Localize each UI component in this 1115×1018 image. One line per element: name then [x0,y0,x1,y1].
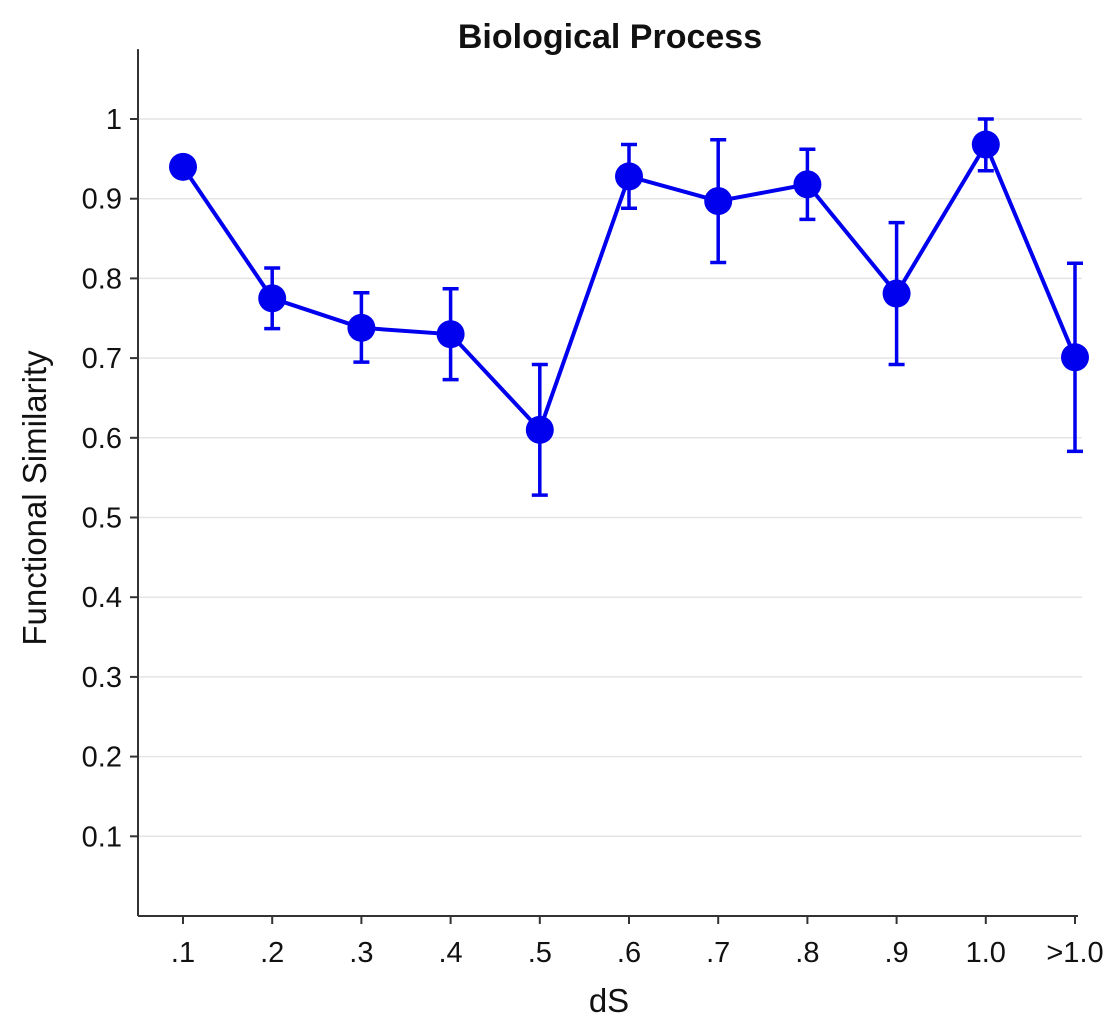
y-tick-label: 0.7 [82,343,122,375]
data-point [169,152,197,181]
y-tick-label: 0.3 [82,662,122,694]
x-tick-label: .2 [260,937,284,969]
data-point [971,130,1000,159]
y-tick-label: 1 [106,104,122,136]
y-tick-label: 0.5 [82,503,122,535]
x-tick-label: .8 [795,937,819,969]
y-tick-label: 0.6 [82,423,122,455]
x-tick-label: .4 [439,937,463,969]
axes [137,49,1078,917]
y-tick-label: 0.4 [82,582,122,614]
x-tick-label: .5 [528,937,552,969]
data-point [525,415,554,444]
x-tick-labels: .1 .2 .3 .4 .5 .6 .7 .8 .9 1.0 >1.0 [171,916,1104,969]
y-tick-label: 0.1 [82,821,122,853]
data-point [793,170,822,199]
gridlines [138,118,1082,838]
data-point [615,162,643,191]
data-point [704,187,733,216]
y-tick-label: 0.2 [82,742,122,774]
data-point [347,313,376,342]
data-point [436,320,465,349]
x-tick-label: .7 [706,937,730,969]
y-tick-labels: 0.1 0.2 0.3 0.4 0.5 0.6 0.7 0.8 0.9 1 [82,104,138,853]
data-point [882,279,911,308]
x-tick-label: .1 [171,937,195,969]
x-axis-label: dS [589,982,629,1018]
x-tick-label: .6 [617,937,641,969]
y-tick-label: 0.8 [82,263,122,295]
data-series [169,117,1089,497]
x-tick-label: .3 [349,937,373,969]
y-tick-label: 0.9 [82,184,122,216]
x-tick-label: 1.0 [966,937,1006,969]
x-tick-label: .9 [885,937,909,969]
data-point [1061,343,1089,372]
x-tick-label: >1.0 [1046,937,1103,969]
data-point [258,284,287,313]
chart-title: Biological Process [458,18,762,56]
y-axis-label: Functional Similarity [16,350,53,646]
